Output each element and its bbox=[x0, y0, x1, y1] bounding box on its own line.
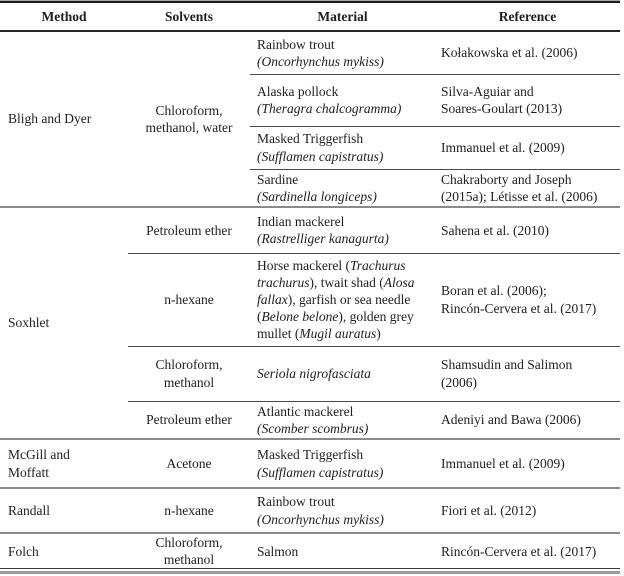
table-row: Randall n-hexane Rainbow trout (Oncorhyn… bbox=[0, 487, 620, 533]
table-row: n-hexane Horse mackerel (Trachurus trach… bbox=[0, 252, 620, 346]
header-row: Method Solvents Material Reference bbox=[0, 3, 620, 32]
reference-cell: Silva-Aguiar and Soares-Goulart (2013) bbox=[435, 73, 620, 126]
material-cell: Indian mackerel (Rastrelliger kanagurta) bbox=[250, 206, 435, 253]
table-row: McGill and Moffatt Acetone Masked Trigge… bbox=[0, 438, 620, 488]
material-cell: Seriola nigrofasciata bbox=[250, 345, 435, 401]
table-row: Soxhlet Petroleum ether Indian mackerel … bbox=[0, 206, 620, 439]
material-cell: Rainbow trout (Oncorhynchus mykiss) bbox=[257, 36, 384, 69]
material-cell: Alaska pollock (Theragra chalcogramma) bbox=[250, 73, 435, 126]
solvents-cell: Acetone bbox=[128, 438, 250, 488]
solvents-cell: Chloroform, methanol bbox=[128, 531, 250, 569]
reference-cell: Boran et al. (2006); Rincón-Cervera et a… bbox=[435, 252, 620, 346]
column-header-reference: Reference bbox=[435, 3, 620, 32]
reference-cell: Fiori et al. (2012) bbox=[435, 487, 620, 533]
material-cell: Atlantic mackerel (Scomber scombrus) bbox=[250, 400, 435, 439]
table-row: Petroleum ether Atlantic mackerel (Scomb… bbox=[0, 400, 620, 439]
reference-cell: Rincón-Cervera et al. (2017) bbox=[435, 531, 620, 569]
solvents-cell: Petroleum ether bbox=[128, 400, 250, 439]
material-cell: Sardine (Sardinella longiceps) bbox=[250, 168, 435, 207]
reference-cell: Kołakowska et al. (2006) bbox=[441, 45, 578, 61]
material-cell: Masked Triggerfish (Sufflamen capistratu… bbox=[250, 125, 435, 169]
method-cell: Randall bbox=[0, 487, 128, 533]
column-header-solvents: Solvents bbox=[128, 3, 250, 32]
table-row: Sardine (Sardinella longiceps) Chakrabor… bbox=[0, 168, 620, 207]
solvents-cell: Chloroform, methanol bbox=[128, 345, 250, 401]
table-bottom-rule-gray bbox=[0, 571, 620, 575]
table-row: Alaska pollock (Theragra chalcogramma) S… bbox=[0, 73, 620, 126]
method-cell: McGill and Moffatt bbox=[0, 438, 128, 488]
table-row: Bligh and Dyer Chloroform, methanol, wat… bbox=[0, 31, 620, 135]
method-cell: Folch bbox=[0, 531, 128, 569]
material-cell: Masked Triggerfish (Sufflamen capistratu… bbox=[250, 438, 435, 488]
table-top-rule-light bbox=[0, 0, 620, 1]
column-header-material: Material bbox=[250, 3, 435, 32]
reference-cell: Chakraborty and Joseph (2015a); Létisse … bbox=[435, 168, 620, 207]
lipid-extraction-methods-table: Method Solvents Material Reference Bligh… bbox=[0, 3, 620, 569]
column-header-method: Method bbox=[0, 3, 128, 32]
table-row: Folch Chloroform, methanol Salmon Rincón… bbox=[0, 531, 620, 569]
reference-cell: Shamsudin and Salimon (2006) bbox=[435, 345, 620, 401]
material-cell: Horse mackerel (Trachurus trachurus), tw… bbox=[250, 252, 435, 346]
solvents-cell: Petroleum ether bbox=[128, 206, 250, 253]
reference-cell: Sahena et al. (2010) bbox=[435, 206, 620, 253]
table-bottom-rule-dark bbox=[0, 568, 620, 570]
material-cell: Salmon bbox=[250, 531, 435, 569]
table-row: Masked Triggerfish (Sufflamen capistratu… bbox=[0, 125, 620, 169]
method-cell: Bligh and Dyer bbox=[8, 111, 92, 127]
reference-cell: Adeniyi and Bawa (2006) bbox=[435, 400, 620, 439]
table-top-rule-dark bbox=[0, 1, 620, 3]
reference-cell: Immanuel et al. (2009) bbox=[435, 438, 620, 488]
solvents-cell: n-hexane bbox=[128, 487, 250, 533]
solvents-cell: Chloroform, methanol, water bbox=[145, 102, 233, 135]
table-row: Chloroform, methanol Seriola nigrofascia… bbox=[0, 345, 620, 401]
reference-cell: Immanuel et al. (2009) bbox=[435, 125, 620, 169]
solvents-cell: n-hexane bbox=[128, 252, 250, 346]
material-cell: Rainbow trout (Oncorhynchus mykiss) bbox=[250, 487, 435, 533]
method-cell: Soxhlet bbox=[0, 206, 128, 439]
